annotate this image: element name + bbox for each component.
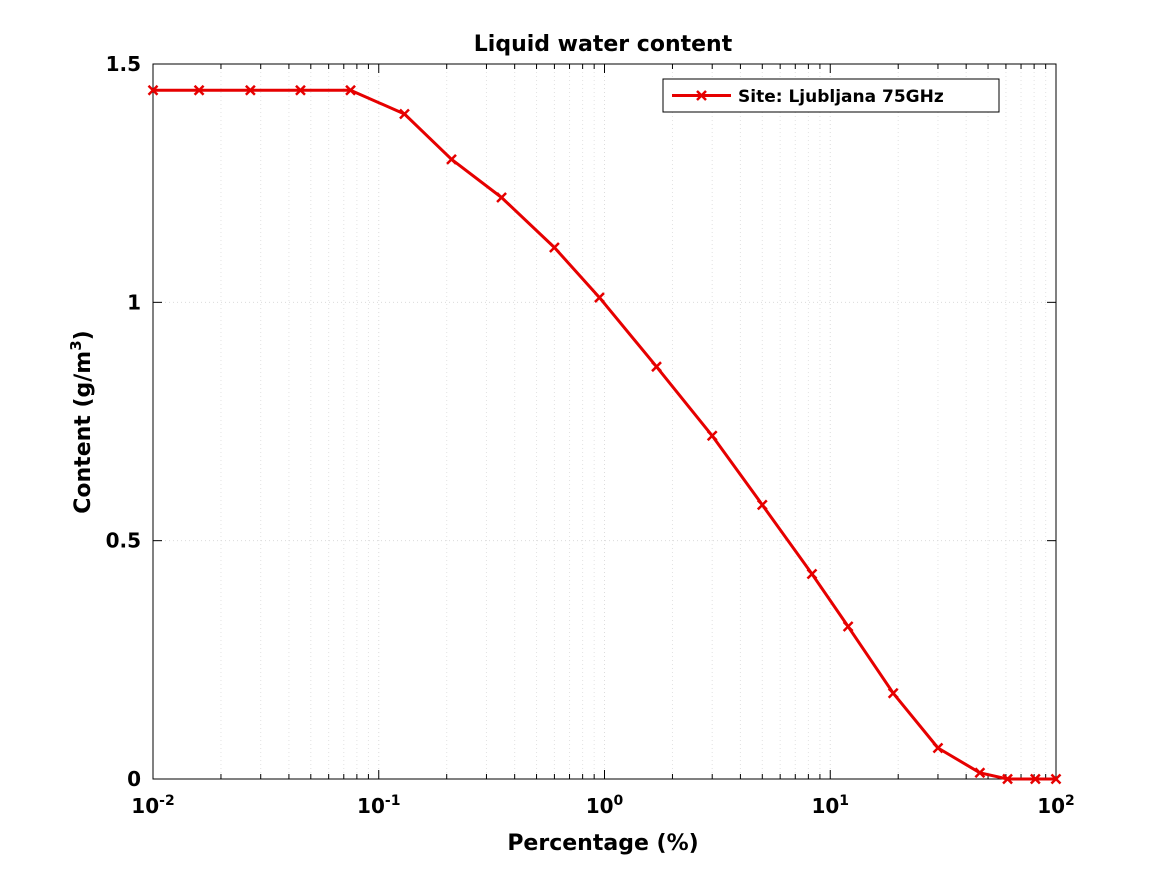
data-point [295, 84, 306, 96]
data-point [706, 430, 718, 442]
series [147, 84, 1062, 785]
data-point [399, 108, 410, 120]
legend: Site: Ljubljana 75GHz [662, 78, 1000, 113]
legend-series-name: Site: Ljubljana 75GHz [738, 87, 944, 107]
chart-title: Liquid water content [474, 32, 733, 57]
data-point [147, 84, 159, 96]
data-point [974, 767, 986, 779]
series-line [153, 88, 1056, 781]
y-axis-label-main: Content (g/m [71, 351, 96, 514]
data-point [193, 84, 205, 96]
data-point [345, 84, 356, 96]
data-point [806, 568, 818, 580]
axis-ticks [152, 63, 1057, 780]
x-tick-label: 10-2 [131, 793, 174, 818]
data-point [932, 742, 944, 754]
x-axis-label: Percentage (%) [507, 831, 698, 856]
data-point [651, 361, 662, 373]
y-tick-label: 0.5 [106, 529, 141, 553]
y-axis-label-end: ) [71, 330, 96, 340]
data-point [1029, 773, 1041, 785]
data-point [244, 84, 256, 96]
data-point [594, 292, 605, 303]
y-axis-label-superscript: 3 [67, 340, 85, 350]
axis-tick-labels: 10-2 10-1 100 101 102 0 0.5 1 1.5 [106, 52, 1075, 818]
data-point [756, 499, 768, 511]
y-tick-label: 0 [127, 767, 141, 791]
data-point [496, 192, 507, 203]
data-point [549, 242, 560, 253]
data-point [887, 687, 899, 699]
data-point [1002, 773, 1013, 785]
x-tick-label: 100 [586, 793, 624, 818]
x-tick-label: 102 [1037, 793, 1075, 818]
y-axis-label: Content (g/m3) [67, 330, 96, 513]
data-point [842, 621, 854, 632]
data-point [446, 153, 457, 165]
data-point [1050, 773, 1062, 785]
plot-area-frame [152, 63, 1057, 780]
legend-marker [696, 90, 707, 101]
x-tick-label: 101 [811, 793, 849, 818]
x-tick-label: 10-1 [357, 793, 400, 818]
y-tick-label: 1.5 [106, 52, 141, 76]
y-tick-label: 1 [127, 290, 141, 314]
grid [152, 63, 1057, 780]
